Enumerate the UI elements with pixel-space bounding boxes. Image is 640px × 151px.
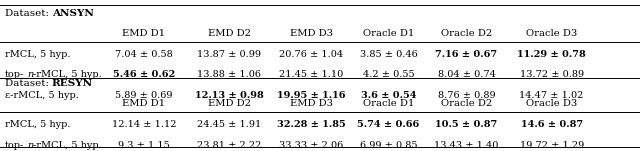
Text: 5.46 ± 0.62: 5.46 ± 0.62 [113, 70, 175, 79]
Text: 20.76 ± 1.04: 20.76 ± 1.04 [279, 50, 343, 59]
Text: 8.76 ± 0.89: 8.76 ± 0.89 [438, 91, 495, 100]
Text: 4.2 ± 0.55: 4.2 ± 0.55 [363, 70, 414, 79]
Text: EMD D3: EMD D3 [289, 29, 333, 38]
Text: 3.6 ± 0.54: 3.6 ± 0.54 [361, 91, 416, 100]
Text: Oracle D3: Oracle D3 [526, 29, 577, 38]
Text: 13.87 ± 0.99: 13.87 ± 0.99 [197, 50, 261, 59]
Text: 33.33 ± 2.06: 33.33 ± 2.06 [279, 141, 343, 149]
Text: 10.5 ± 0.87: 10.5 ± 0.87 [435, 120, 498, 129]
Text: 32.28 ± 1.85: 32.28 ± 1.85 [276, 120, 346, 129]
Text: 21.45 ± 1.10: 21.45 ± 1.10 [279, 70, 343, 79]
Text: 5.74 ± 0.66: 5.74 ± 0.66 [357, 120, 420, 129]
Text: Dataset:: Dataset: [5, 79, 52, 88]
Text: 14.47 ± 1.02: 14.47 ± 1.02 [520, 91, 584, 100]
Text: ANSYN: ANSYN [52, 9, 93, 18]
Text: rMCL, 5 hyp.: rMCL, 5 hyp. [5, 50, 70, 59]
Text: 11.29 ± 0.78: 11.29 ± 0.78 [517, 50, 586, 59]
Text: Oracle D2: Oracle D2 [441, 100, 492, 108]
Text: EMD D2: EMD D2 [207, 29, 251, 38]
Text: 7.16 ± 0.67: 7.16 ± 0.67 [435, 50, 498, 59]
Text: Oracle D3: Oracle D3 [526, 100, 577, 108]
Text: 7.04 ± 0.58: 7.04 ± 0.58 [115, 50, 173, 59]
Text: n: n [27, 141, 33, 149]
Text: RESYN: RESYN [52, 79, 93, 88]
Text: 9.3 ± 1.15: 9.3 ± 1.15 [118, 141, 170, 149]
Text: -rMCL, 5 hyp.: -rMCL, 5 hyp. [33, 141, 102, 149]
Text: 13.88 ± 1.06: 13.88 ± 1.06 [197, 70, 261, 79]
Text: Oracle D1: Oracle D1 [363, 29, 414, 38]
Text: top-: top- [5, 70, 24, 79]
Text: n: n [27, 70, 33, 79]
Text: 3.85 ± 0.46: 3.85 ± 0.46 [360, 50, 417, 59]
Text: Oracle D2: Oracle D2 [441, 29, 492, 38]
Text: 13.43 ± 1.40: 13.43 ± 1.40 [435, 141, 499, 149]
Text: 5.89 ± 0.69: 5.89 ± 0.69 [115, 91, 173, 100]
Text: ε-rMCL, 5 hyp.: ε-rMCL, 5 hyp. [5, 91, 79, 100]
Text: 12.13 ± 0.98: 12.13 ± 0.98 [195, 91, 264, 100]
Text: EMD D3: EMD D3 [289, 100, 333, 108]
Text: 12.14 ± 1.12: 12.14 ± 1.12 [112, 120, 176, 129]
Text: 19.95 ± 1.16: 19.95 ± 1.16 [276, 91, 346, 100]
Text: 24.45 ± 1.91: 24.45 ± 1.91 [197, 120, 261, 129]
Text: 13.72 ± 0.89: 13.72 ± 0.89 [520, 70, 584, 79]
Text: top-: top- [5, 141, 24, 149]
Text: 23.81 ± 2.22: 23.81 ± 2.22 [197, 141, 261, 149]
Text: -rMCL, 5 hyp.: -rMCL, 5 hyp. [33, 70, 102, 79]
Text: EMD D1: EMD D1 [122, 29, 166, 38]
Text: 8.04 ± 0.74: 8.04 ± 0.74 [438, 70, 495, 79]
Text: rMCL, 5 hyp.: rMCL, 5 hyp. [5, 120, 70, 129]
Text: 19.72 ± 1.29: 19.72 ± 1.29 [520, 141, 584, 149]
Text: Dataset:: Dataset: [5, 9, 52, 18]
Text: 14.6 ± 0.87: 14.6 ± 0.87 [520, 120, 583, 129]
Text: EMD D1: EMD D1 [122, 100, 166, 108]
Text: EMD D2: EMD D2 [207, 100, 251, 108]
Text: 6.99 ± 0.85: 6.99 ± 0.85 [360, 141, 417, 149]
Text: Oracle D1: Oracle D1 [363, 100, 414, 108]
